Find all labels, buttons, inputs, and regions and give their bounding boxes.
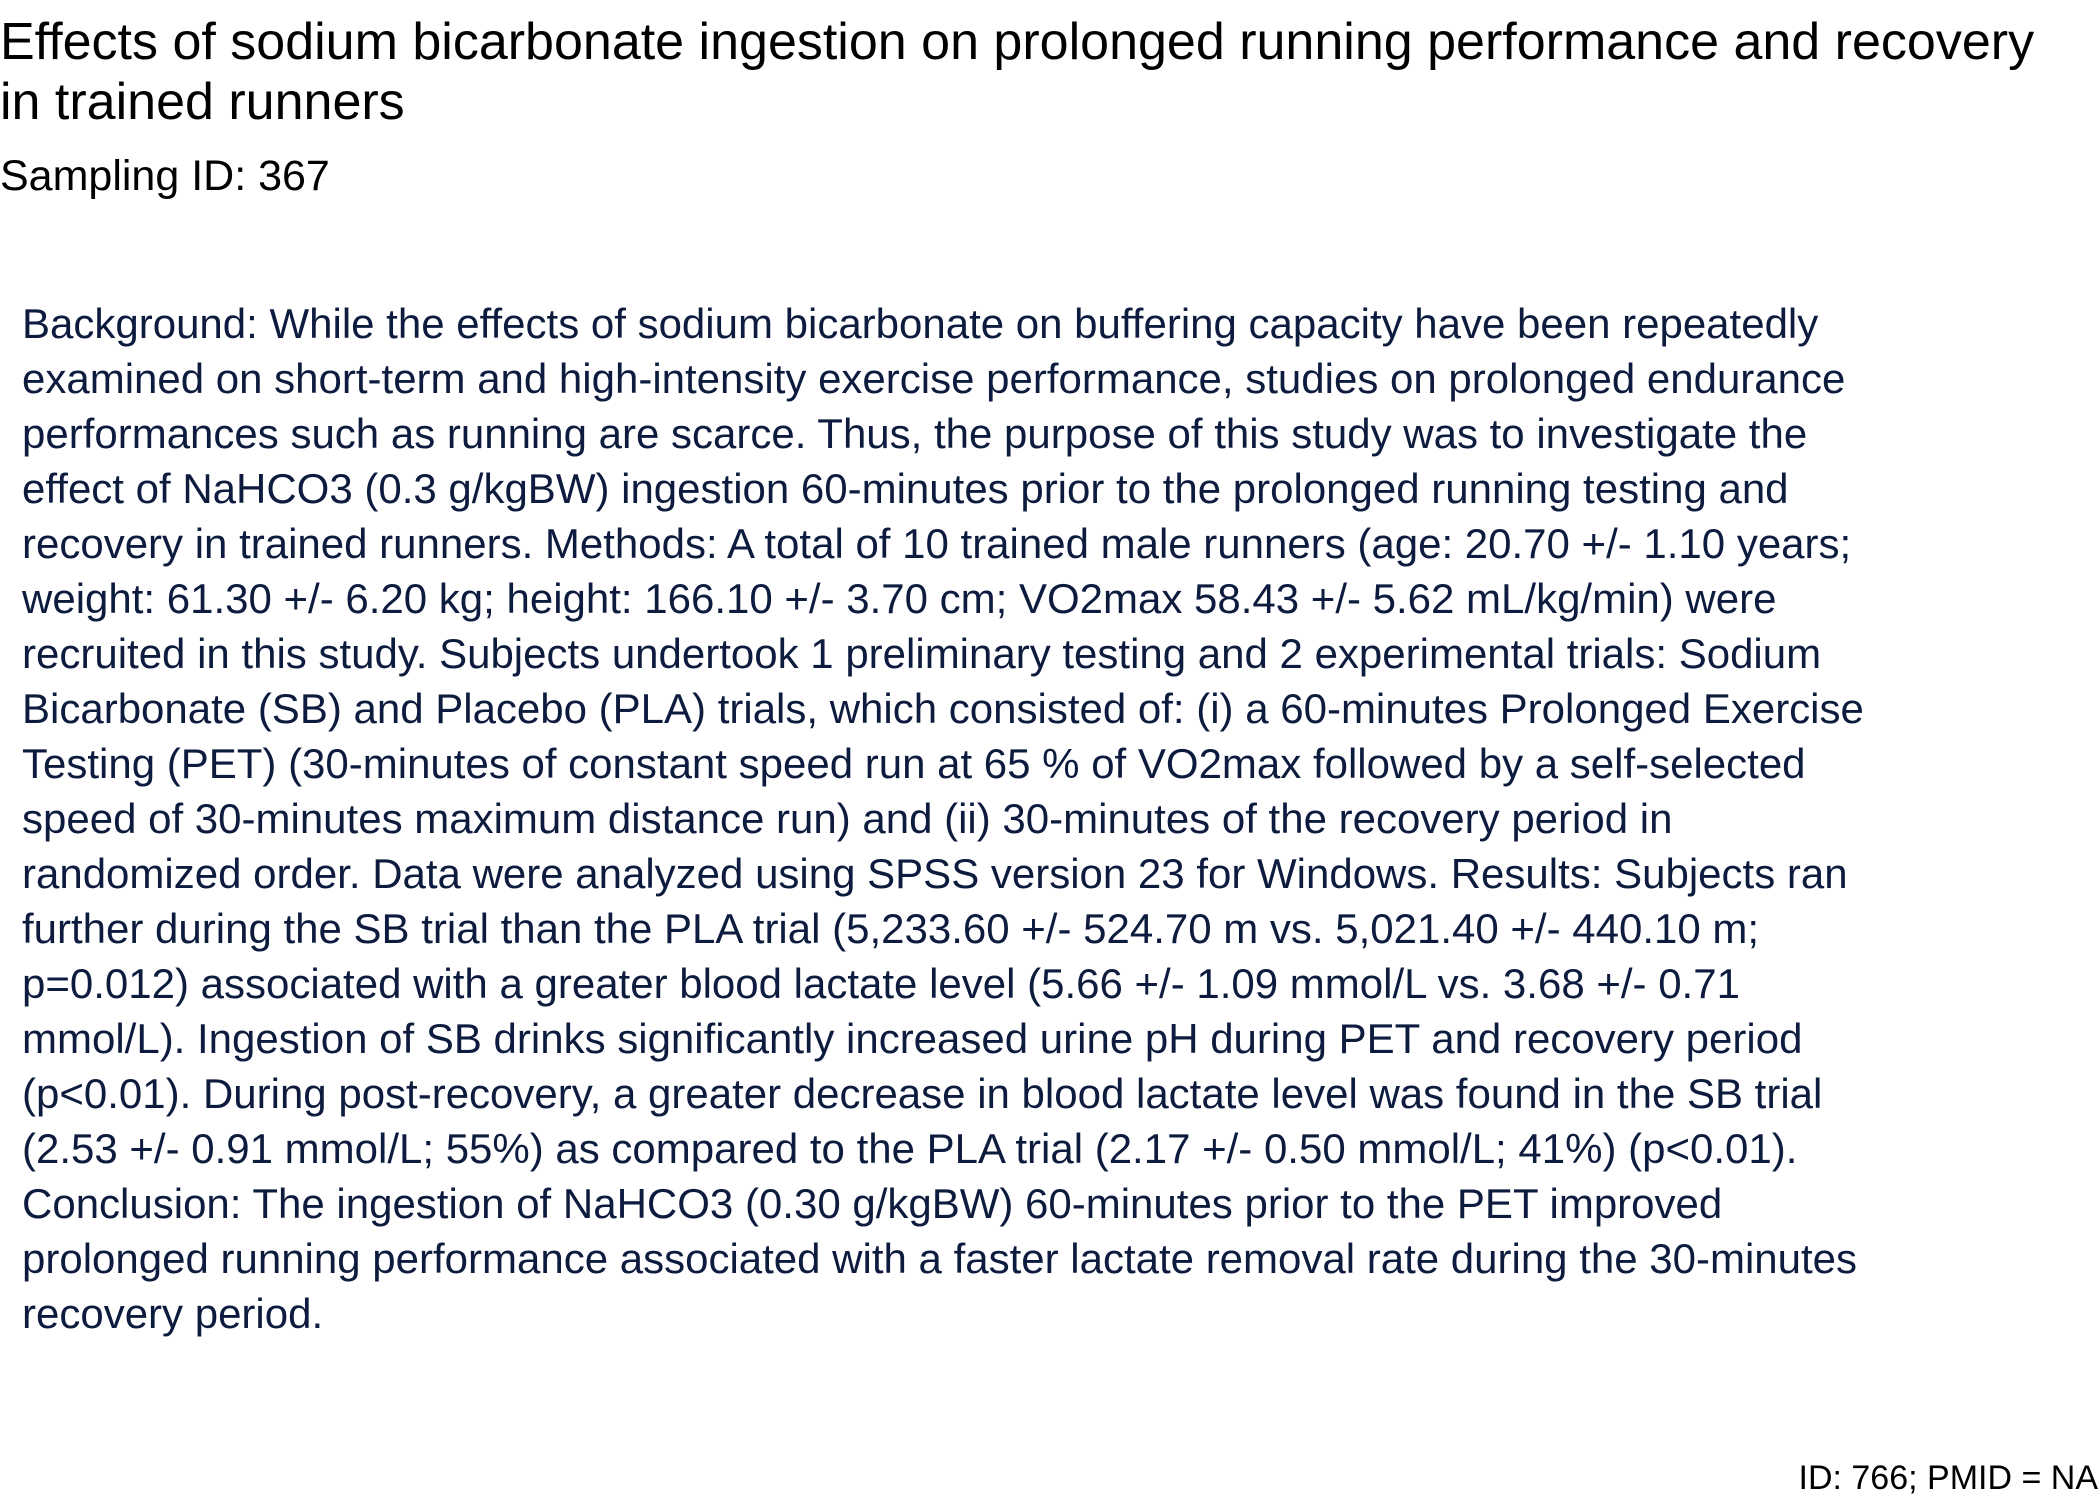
abstract-line: p=0.012) associated with a greater blood…: [22, 960, 1740, 1007]
abstract-line: Background: While the effects of sodium …: [22, 300, 1819, 347]
abstract-line: (p<0.01). During post-recovery, a greate…: [22, 1070, 1823, 1117]
abstract-line: performances such as running are scarce.…: [22, 410, 1808, 457]
abstract-line: prolonged running performance associated…: [22, 1235, 1858, 1282]
abstract-line: randomized order. Data were analyzed usi…: [22, 850, 1848, 897]
abstract-line: mmol/L). Ingestion of SB drinks signific…: [22, 1015, 1803, 1062]
abstract-line: recovery period.: [22, 1290, 324, 1337]
sampling-id: Sampling ID: 367: [0, 152, 330, 200]
abstract-line: effect of NaHCO3 (0.3 g/kgBW) ingestion …: [22, 465, 1789, 512]
abstract-line: speed of 30-minutes maximum distance run…: [22, 795, 1673, 842]
document-title: Effects of sodium bicarbonate ingestion …: [0, 13, 2035, 131]
abstract-line: recruited in this study. Subjects undert…: [22, 630, 1822, 677]
abstract-line: weight: 61.30 +/- 6.20 kg; height: 166.1…: [22, 575, 1777, 622]
abstract-line: Testing (PET) (30-minutes of constant sp…: [22, 740, 1806, 787]
abstract-text: Background: While the effects of sodium …: [22, 296, 2092, 1341]
abstract-line: examined on short-term and high-intensit…: [22, 355, 1846, 402]
abstract-line: Conclusion: The ingestion of NaHCO3 (0.3…: [22, 1180, 1723, 1227]
abstract-line: Bicarbonate (SB) and Placebo (PLA) trial…: [22, 685, 1864, 732]
footer-id: ID: 766; PMID = NA: [1798, 1459, 2099, 1497]
abstract-line: (2.53 +/- 0.91 mmol/L; 55%) as compared …: [22, 1125, 1798, 1172]
abstract-line: further during the SB trial than the PLA…: [22, 905, 1760, 952]
abstract-line: recovery in trained runners. Methods: A …: [22, 520, 1852, 567]
